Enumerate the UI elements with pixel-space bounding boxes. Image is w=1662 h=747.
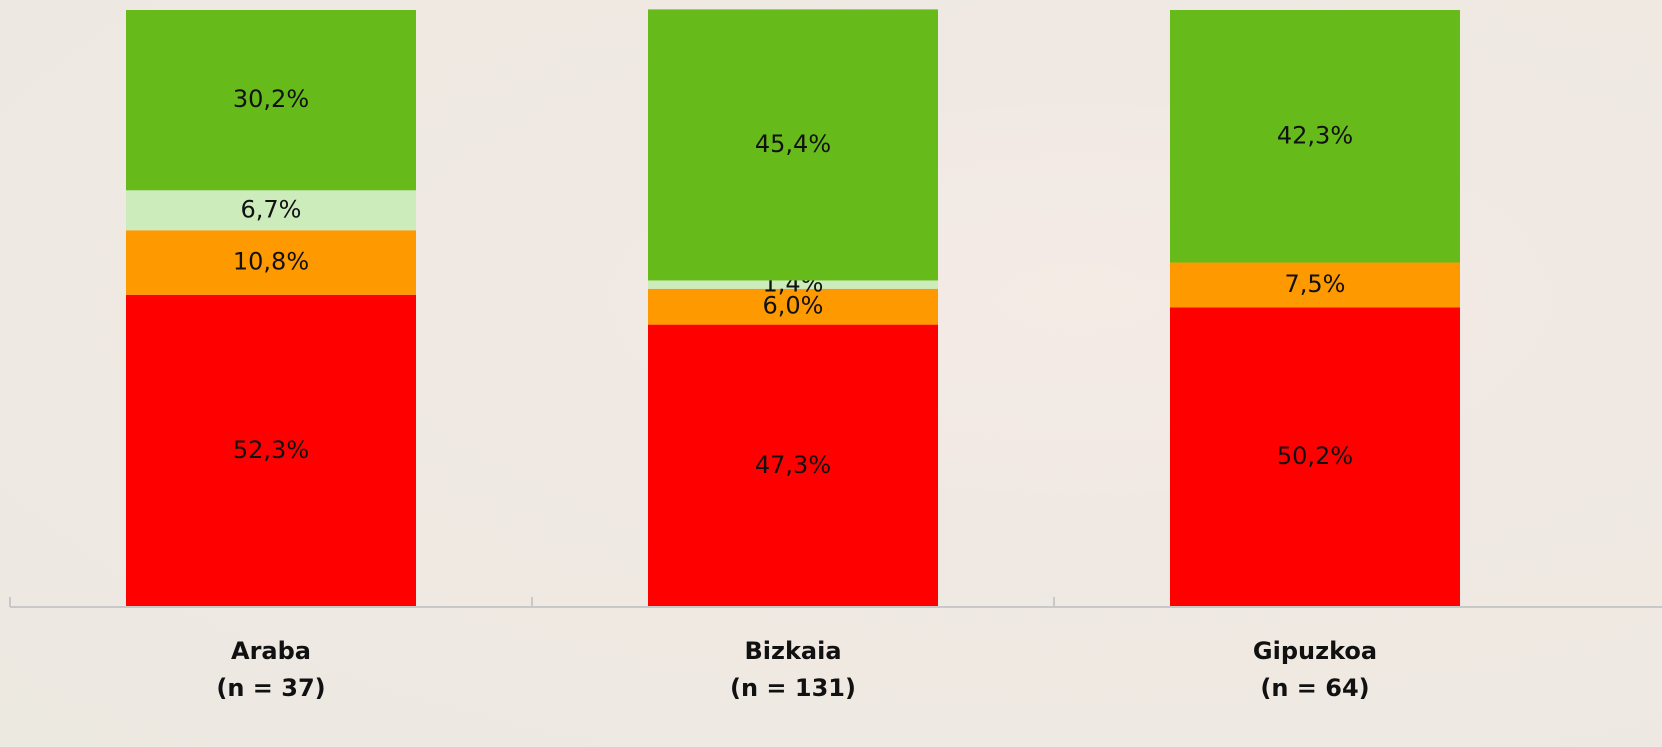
bar-segment — [648, 9, 938, 281]
bar-segment — [648, 324, 938, 607]
bar-segment — [648, 288, 938, 325]
value-label: 6,0% — [763, 292, 824, 320]
value-label: 10,8% — [233, 248, 309, 276]
x-tick-label: Araba — [231, 637, 311, 665]
value-label: 50,2% — [1277, 442, 1353, 470]
value-label: 30,2% — [233, 85, 309, 113]
bar-segment — [126, 190, 416, 231]
bar-segment — [1170, 307, 1460, 607]
bar-segment — [126, 230, 416, 295]
x-tick-label: (n = 64) — [1260, 674, 1369, 702]
bar-segment — [1170, 262, 1460, 308]
x-tick-label: Bizkaia — [744, 637, 841, 665]
value-label: 6,7% — [241, 195, 302, 223]
bar-segment — [126, 294, 416, 607]
x-tick-label: (n = 131) — [730, 674, 856, 702]
x-tick-label: Gipuzkoa — [1253, 637, 1377, 665]
value-label: 45,4% — [755, 130, 831, 158]
bar-segment — [126, 10, 416, 191]
value-label: 52,3% — [233, 436, 309, 464]
value-label: 42,3% — [1277, 121, 1353, 149]
value-label: 7,5% — [1285, 270, 1346, 298]
bar-segment — [1170, 10, 1460, 263]
x-tick-label: (n = 37) — [216, 674, 325, 702]
bar-segment — [648, 280, 938, 289]
value-label: 47,3% — [755, 451, 831, 479]
